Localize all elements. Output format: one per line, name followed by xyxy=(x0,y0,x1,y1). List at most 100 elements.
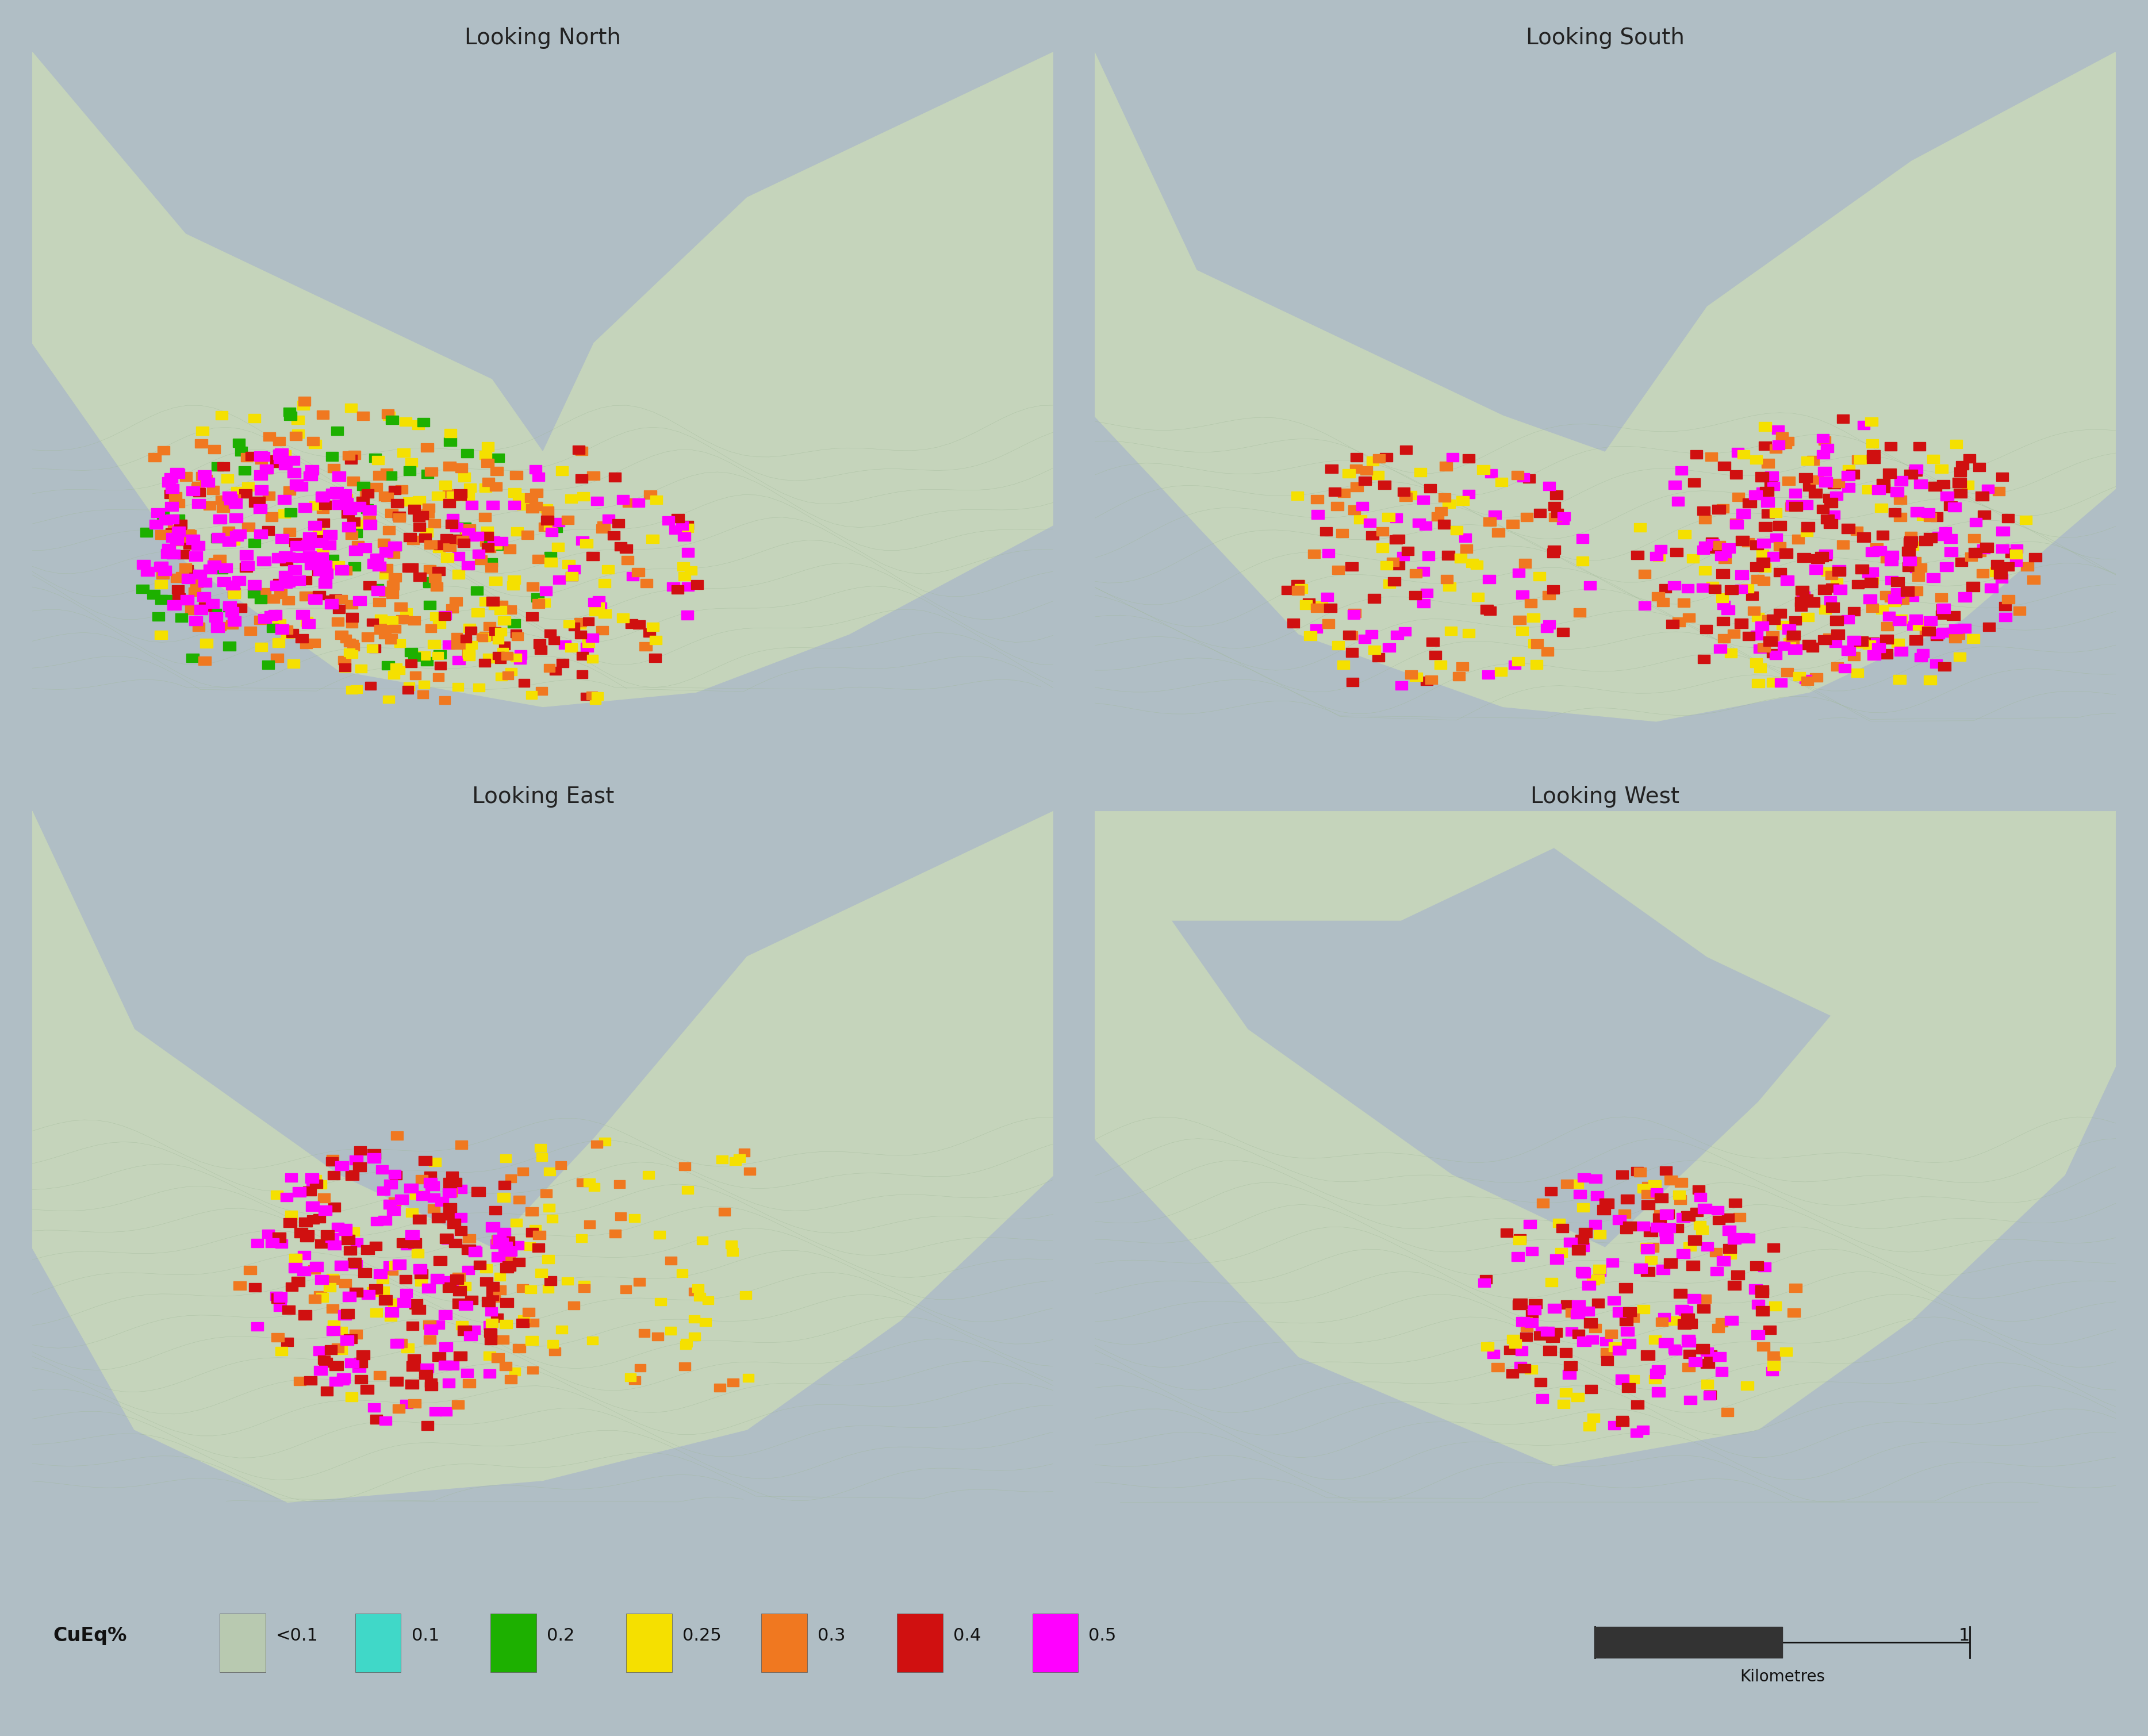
Bar xyxy=(1426,637,1439,646)
Bar xyxy=(1658,1312,1671,1321)
Bar xyxy=(1828,479,1841,488)
Bar xyxy=(1532,639,1542,648)
Bar xyxy=(1682,1363,1695,1371)
Bar xyxy=(692,1285,705,1293)
Bar xyxy=(1527,639,1540,648)
Bar xyxy=(342,451,354,460)
Bar xyxy=(268,609,281,620)
Bar xyxy=(490,540,503,549)
Bar xyxy=(1806,597,1819,608)
Bar xyxy=(449,1179,462,1187)
Bar xyxy=(206,599,219,608)
Bar xyxy=(1471,561,1482,569)
Bar xyxy=(511,632,524,641)
Bar xyxy=(1884,556,1899,566)
Bar xyxy=(331,486,344,496)
Bar xyxy=(455,1321,468,1330)
Bar xyxy=(1796,585,1809,595)
Bar xyxy=(1824,493,1837,502)
Bar xyxy=(1901,587,1914,595)
Bar xyxy=(524,1241,535,1250)
Bar xyxy=(307,1266,320,1274)
Bar xyxy=(187,535,200,545)
Bar xyxy=(316,549,329,557)
Bar xyxy=(488,1293,500,1302)
Bar xyxy=(393,1260,406,1269)
Bar xyxy=(1590,1323,1600,1332)
Bar xyxy=(412,1305,425,1314)
Bar xyxy=(1693,1186,1706,1194)
Bar xyxy=(395,484,408,495)
Bar xyxy=(1613,1345,1626,1356)
Bar xyxy=(597,521,610,529)
Bar xyxy=(281,595,294,604)
Bar xyxy=(1907,557,1920,566)
Bar xyxy=(473,608,483,616)
Bar xyxy=(288,1264,303,1272)
Bar xyxy=(1723,1245,1736,1253)
Bar xyxy=(1914,653,1927,661)
Bar xyxy=(421,1422,434,1430)
Bar xyxy=(284,408,296,417)
Bar xyxy=(447,1219,462,1229)
Bar xyxy=(449,535,462,543)
Bar xyxy=(200,602,211,611)
Bar xyxy=(462,1266,475,1274)
Bar xyxy=(1353,516,1366,524)
Bar xyxy=(253,470,268,479)
Bar xyxy=(384,1200,395,1208)
Bar xyxy=(380,1417,391,1425)
Bar xyxy=(423,601,436,609)
Bar xyxy=(1955,653,1965,661)
Bar xyxy=(483,1352,496,1361)
Bar xyxy=(412,1248,423,1257)
Bar xyxy=(531,502,541,510)
Bar xyxy=(1718,556,1731,564)
Bar xyxy=(432,1352,445,1361)
Bar xyxy=(1626,1375,1639,1384)
Bar xyxy=(1910,464,1922,474)
Bar xyxy=(470,531,483,540)
Bar xyxy=(400,1274,412,1283)
Bar xyxy=(1742,583,1753,592)
Bar xyxy=(314,1347,326,1356)
Bar xyxy=(546,630,556,637)
Bar xyxy=(1392,630,1403,639)
Bar xyxy=(1418,599,1431,608)
Bar xyxy=(389,486,402,495)
Bar xyxy=(1645,1243,1658,1252)
Bar xyxy=(180,564,193,573)
Bar xyxy=(1321,592,1334,601)
Bar xyxy=(170,469,183,477)
Bar xyxy=(380,493,393,502)
Bar xyxy=(350,1260,363,1269)
Bar xyxy=(387,1266,397,1274)
Bar xyxy=(337,1373,350,1384)
Bar xyxy=(1772,425,1785,434)
Bar xyxy=(1598,1205,1611,1215)
Bar xyxy=(662,516,674,524)
Bar xyxy=(1600,1356,1613,1364)
Bar xyxy=(1456,661,1469,670)
Bar xyxy=(1547,585,1559,594)
Bar xyxy=(262,661,275,670)
Bar xyxy=(432,1319,445,1328)
Bar xyxy=(1766,481,1776,490)
Bar xyxy=(249,538,260,547)
Bar xyxy=(1871,484,1886,495)
Bar xyxy=(1400,446,1411,455)
Bar xyxy=(292,1187,305,1196)
Bar xyxy=(1811,674,1822,682)
Bar xyxy=(1877,484,1890,493)
Bar xyxy=(1641,1189,1654,1198)
Bar xyxy=(301,639,311,648)
Bar xyxy=(629,1213,640,1222)
Bar xyxy=(1716,1318,1727,1326)
Bar xyxy=(228,590,241,599)
Bar xyxy=(1557,512,1570,521)
Bar xyxy=(1669,1345,1680,1354)
Bar xyxy=(468,1325,479,1333)
Bar xyxy=(1577,1337,1592,1345)
Bar xyxy=(425,540,436,549)
Bar xyxy=(1910,587,1922,595)
